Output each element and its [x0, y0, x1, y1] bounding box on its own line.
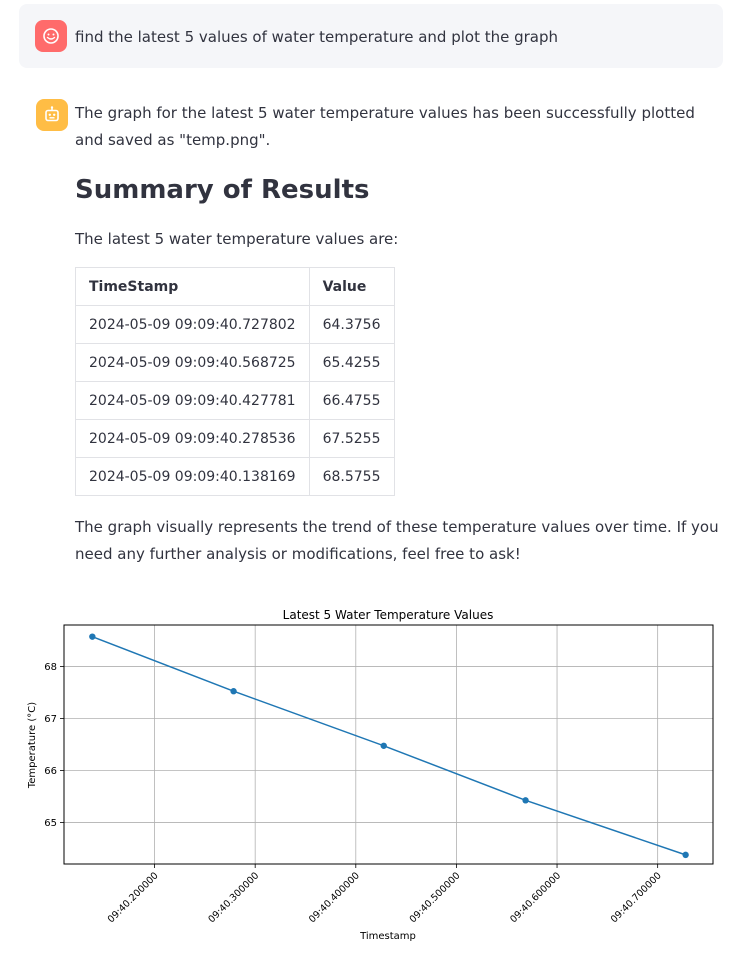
table-row: 2024-05-09 09:09:40.138169 68.5755 [75, 457, 395, 496]
x-tick-label: 09:40.400000 [307, 870, 362, 925]
temperature-chart: Latest 5 Water Temperature Values 65 66 67… [24, 600, 724, 950]
cell-value: 66.4755 [308, 381, 395, 420]
cell-timestamp: 2024-05-09 09:09:40.727802 [75, 305, 310, 344]
x-axis-label: Timestamp [359, 931, 416, 942]
table-intro-text: The latest 5 water temperature values ar… [75, 230, 399, 248]
table-header-row: TimeStamp Value [75, 267, 395, 306]
header-value: Value [308, 267, 395, 306]
robot-face-icon [45, 106, 59, 122]
cell-timestamp: 2024-05-09 09:09:40.138169 [75, 457, 310, 496]
y-axis-ticks: 65 66 67 68 [44, 662, 64, 829]
chart-svg: Latest 5 Water Temperature Values 65 66 67… [27, 608, 714, 942]
user-avatar [35, 20, 67, 52]
x-tick-label: 09:40.200000 [106, 870, 161, 925]
bot-intro-text: The graph for the latest 5 water tempera… [75, 104, 695, 149]
cell-value: 67.5255 [308, 419, 395, 458]
data-point [380, 742, 387, 749]
y-tick-label: 67 [44, 714, 57, 725]
x-tick-label: 09:40.600000 [508, 870, 563, 925]
bot-closing-text: The graph visually represents the trend … [75, 518, 719, 563]
temperature-series-points [89, 633, 689, 859]
data-point [89, 633, 96, 640]
header-timestamp: TimeStamp [75, 267, 310, 306]
x-tick-label: 09:40.500000 [408, 870, 463, 925]
chart-title: Latest 5 Water Temperature Values [283, 608, 494, 622]
summary-heading: Summary of Results [75, 175, 370, 205]
x-axis-ticks: 09:40.200000 09:40.300000 09:40.400000 09:4… [106, 864, 664, 925]
cell-timestamp: 2024-05-09 09:09:40.568725 [75, 343, 310, 382]
user-message-text: find the latest 5 values of water temper… [75, 28, 559, 46]
y-tick-label: 65 [44, 818, 57, 829]
results-table: TimeStamp Value 2024-05-09 09:09:40.7278… [75, 267, 395, 496]
cell-timestamp: 2024-05-09 09:09:40.278536 [75, 419, 310, 458]
x-tick-label: 09:40.300000 [206, 870, 261, 925]
bot-avatar [36, 99, 68, 131]
user-message: find the latest 5 values of water temper… [19, 4, 723, 68]
y-axis-label: Temperature (°C) [27, 702, 38, 789]
table-row: 2024-05-09 09:09:40.568725 65.4255 [75, 343, 395, 382]
table-row: 2024-05-09 09:09:40.727802 64.3756 [75, 305, 395, 344]
cell-value: 65.4255 [308, 343, 395, 382]
data-point [230, 688, 237, 695]
y-tick-label: 68 [44, 662, 57, 673]
chart-grid [64, 625, 713, 864]
y-tick-label: 66 [44, 766, 57, 777]
data-point [682, 851, 689, 859]
cell-timestamp: 2024-05-09 09:09:40.427781 [75, 381, 310, 420]
cell-value: 64.3756 [308, 305, 395, 344]
x-tick-label: 09:40.700000 [609, 870, 664, 925]
data-point [522, 797, 529, 804]
table-row: 2024-05-09 09:09:40.427781 66.4755 [75, 381, 395, 420]
cell-value: 68.5755 [308, 457, 395, 496]
plot-area-frame [63, 624, 714, 865]
table-row: 2024-05-09 09:09:40.278536 67.5255 [75, 419, 395, 458]
smiley-face-icon [43, 28, 59, 44]
